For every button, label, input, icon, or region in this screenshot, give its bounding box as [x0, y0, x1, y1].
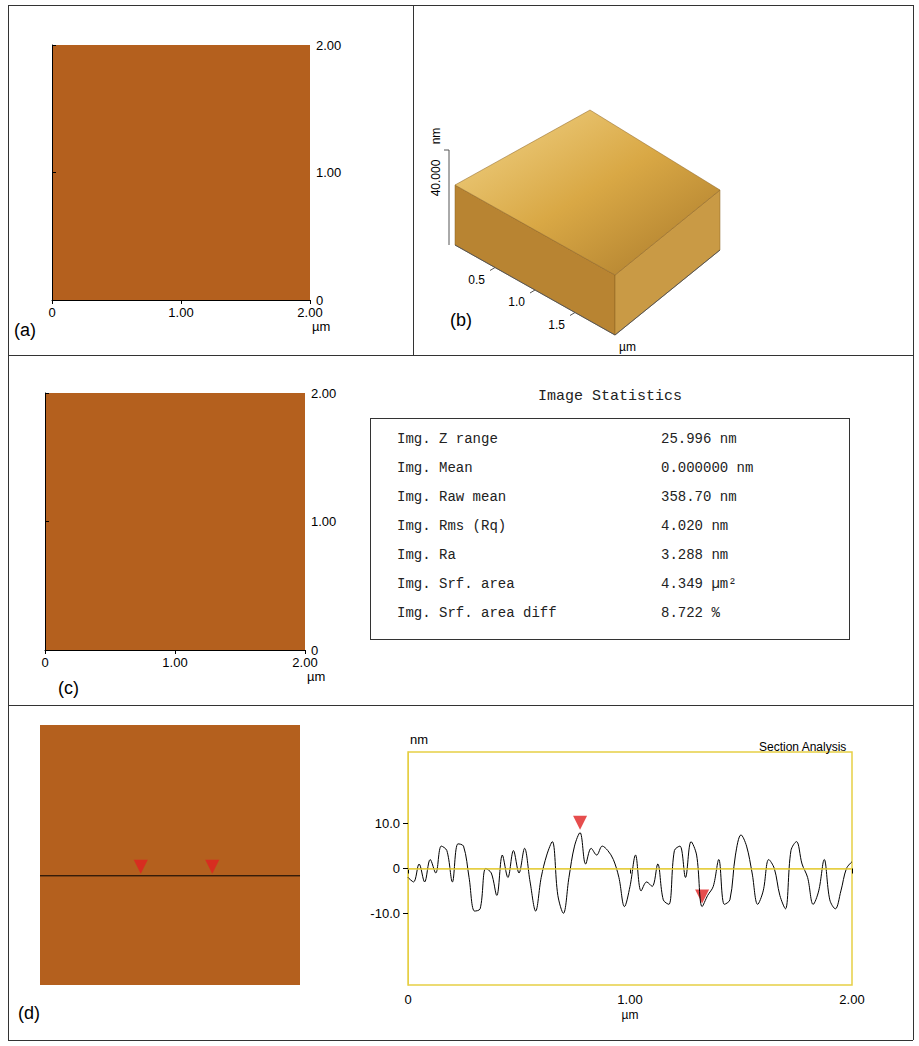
html-text:0.000000 nm: 0.000000 nm — [661, 460, 754, 476]
html-text:Img. Raw mean: Img. Raw mean — [397, 489, 507, 505]
html-text:Img. Z range: Img. Z range — [397, 431, 498, 447]
html-text:(a): (a) — [14, 320, 36, 340]
html-text:Img. Ra: Img. Ra — [397, 547, 456, 563]
html-text:4.349 µm²: 4.349 µm² — [661, 576, 737, 592]
html-text:Img. Srf. area: Img. Srf. area — [397, 576, 515, 592]
svg-text:1.0: 1.0 — [508, 295, 525, 309]
svg-text:-10.0: -10.0 — [370, 906, 400, 921]
html-text:4.020 nm: 4.020 nm — [661, 518, 729, 534]
svg-text:2.00: 2.00 — [316, 38, 341, 53]
svg-text:0: 0 — [316, 292, 324, 308]
svg-text:1.00: 1.00 — [168, 305, 193, 320]
svg-text:10.0: 10.0 — [375, 816, 400, 831]
svg-text:1.00: 1.00 — [316, 165, 341, 180]
svg-text:µm: µm — [622, 1008, 639, 1022]
svg-text:µm: µm — [312, 319, 330, 334]
svg-text:0: 0 — [404, 992, 411, 1007]
svg-text:40.000: 40.000 — [429, 159, 443, 196]
svg-text:1.00: 1.00 — [617, 992, 642, 1007]
svg-text:0.5: 0.5 — [468, 273, 485, 287]
html-text:358.70 nm: 358.70 nm — [661, 489, 737, 505]
svg-text:0: 0 — [311, 642, 319, 658]
svg-text:Section Analysis: Section Analysis — [759, 740, 846, 754]
svg-text:1.00: 1.00 — [162, 655, 187, 670]
svg-text:0: 0 — [48, 305, 55, 320]
svg-text:0: 0 — [41, 655, 48, 670]
svg-text:nm: nm — [429, 128, 443, 145]
svg-text:2.00: 2.00 — [311, 386, 336, 401]
svg-text:µm: µm — [619, 340, 636, 354]
svg-text:2.00: 2.00 — [839, 992, 864, 1007]
svg-text:µm: µm — [307, 669, 325, 684]
svg-text:2.00: 2.00 — [292, 655, 317, 670]
html-text:Img. Srf. area diff: Img. Srf. area diff — [397, 605, 557, 621]
svg-text:0: 0 — [393, 861, 400, 876]
html-text:Image Statistics: Image Statistics — [538, 388, 682, 405]
svg-text:2.00: 2.00 — [297, 305, 322, 320]
html-text:(b): (b) — [450, 310, 472, 330]
html-text:8.722 %: 8.722 % — [661, 605, 720, 621]
svg-text:1.00: 1.00 — [311, 514, 336, 529]
svg-text:1.5: 1.5 — [548, 318, 565, 332]
svg-text:nm: nm — [410, 732, 428, 747]
html-text:Img. Rms (Rq): Img. Rms (Rq) — [397, 518, 507, 534]
html-text:25.996 nm: 25.996 nm — [661, 431, 737, 447]
html-text:3.288 nm: 3.288 nm — [661, 547, 729, 563]
html-text:Img. Mean: Img. Mean — [397, 460, 473, 476]
html-text:(c): (c) — [58, 678, 79, 698]
html-text:(d): (d) — [18, 1003, 40, 1023]
